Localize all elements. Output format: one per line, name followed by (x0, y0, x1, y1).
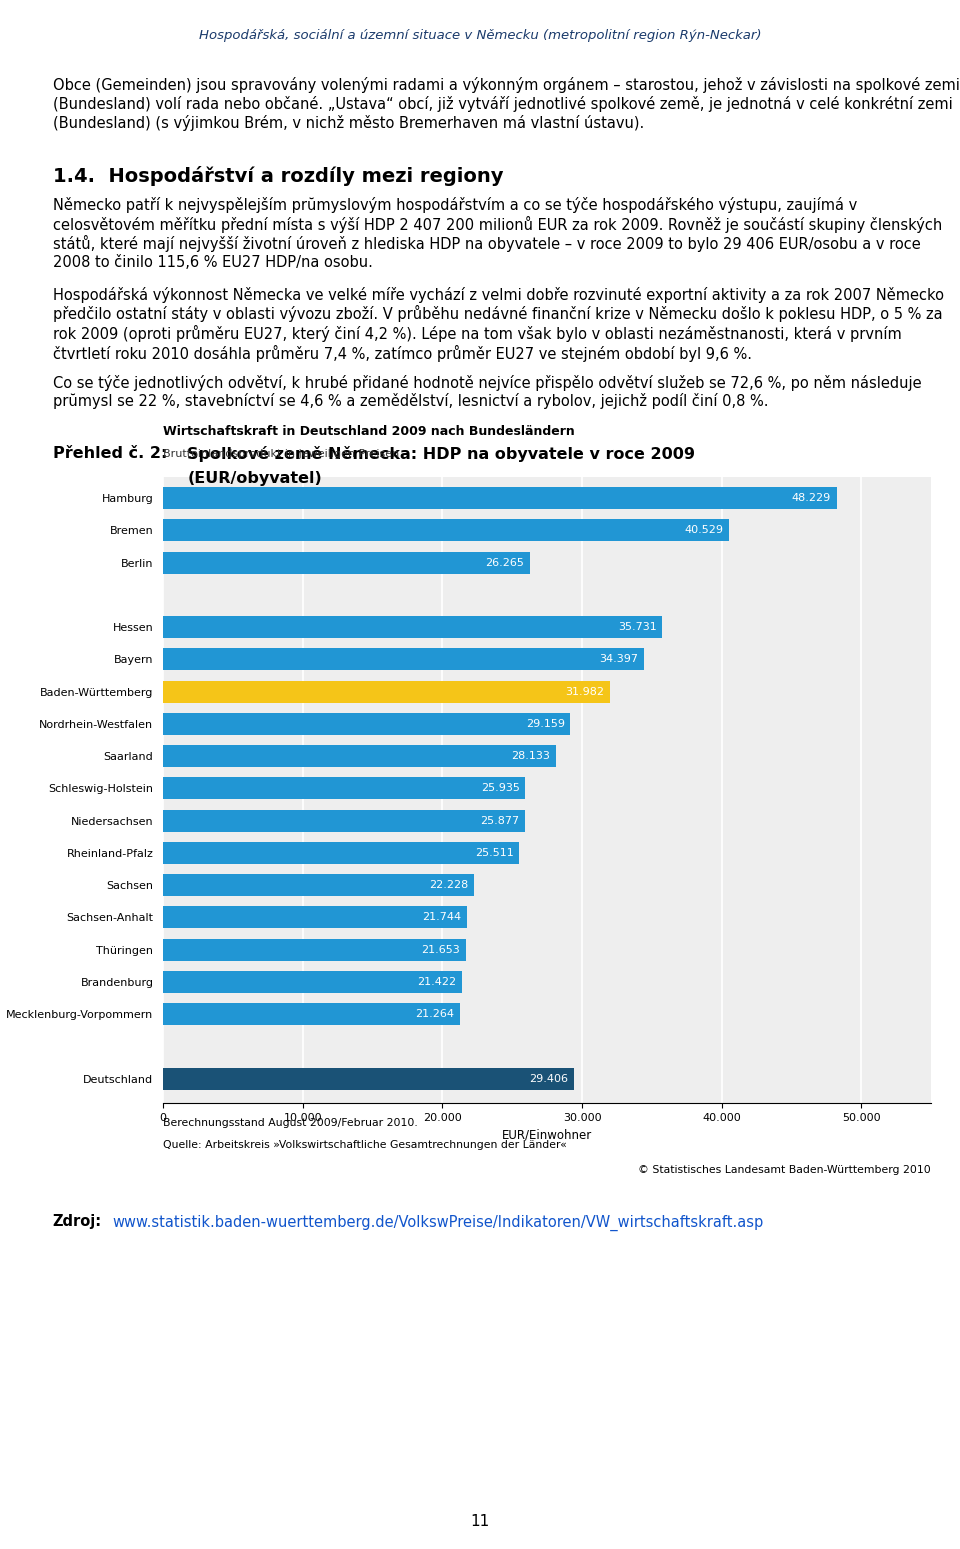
Text: 31.982: 31.982 (565, 686, 604, 697)
Bar (163, 843, 519, 864)
Text: Německo patří k nejvyspělejším prŭmyslovým hospodářstvím a co se týče hospodářsk: Německo patří k nejvyspělejším prŭmyslov… (53, 197, 942, 270)
Text: Bruttoinlandsprodukt in jeweiligen Preisen: Bruttoinlandsprodukt in jeweiligen Preis… (163, 449, 399, 459)
Text: 26.265: 26.265 (486, 558, 524, 567)
Text: 1.4.  Hospodářství a rozdíly mezi regiony: 1.4. Hospodářství a rozdíly mezi regiony (53, 166, 503, 186)
Bar (163, 649, 643, 671)
Text: 40.529: 40.529 (684, 525, 724, 536)
Bar (163, 810, 524, 832)
Text: Co se týče jednotlivých odvětví, k hrubé přidané hodnotě nejvíce přispělo odvětv: Co se týče jednotlivých odvětví, k hrubé… (53, 375, 922, 409)
Text: (EUR/obyvatel): (EUR/obyvatel) (187, 471, 322, 486)
Text: 11: 11 (470, 1513, 490, 1529)
Bar (163, 551, 530, 573)
Bar (163, 745, 556, 767)
Bar (163, 1067, 574, 1089)
Bar (163, 519, 730, 541)
Text: Wirtschaftskraft in Deutschland 2009 nach Bundesländern: Wirtschaftskraft in Deutschland 2009 nac… (163, 426, 575, 438)
Bar (163, 778, 525, 799)
Text: 34.397: 34.397 (599, 654, 638, 665)
Bar (163, 486, 837, 510)
Bar (163, 906, 467, 928)
Bar (163, 713, 570, 734)
Bar (163, 617, 662, 638)
Text: 35.731: 35.731 (618, 623, 657, 632)
Bar (163, 1004, 460, 1025)
Text: © Statistisches Landesamt Baden-Württemberg 2010: © Statistisches Landesamt Baden-Württemb… (638, 1165, 931, 1174)
Bar (163, 939, 466, 960)
Text: 21.744: 21.744 (422, 912, 461, 922)
Text: www.statistik.baden-wuerttemberg.de/VolkswPreise/Indikatoren/VW_wirtschaftskraft: www.statistik.baden-wuerttemberg.de/Volk… (112, 1214, 763, 1230)
Bar (163, 971, 463, 993)
Text: 28.133: 28.133 (512, 751, 550, 761)
Text: Quelle: Arbeitskreis »Volkswirtschaftliche Gesamtrechnungen der Länder«: Quelle: Arbeitskreis »Volkswirtschaftlic… (163, 1140, 567, 1149)
Text: Přehled č. 2:: Přehled č. 2: (53, 446, 167, 462)
X-axis label: EUR/Einwohner: EUR/Einwohner (502, 1128, 592, 1142)
Text: Berechnungsstand August 2009/Februar 2010.: Berechnungsstand August 2009/Februar 201… (163, 1118, 418, 1128)
Text: 22.228: 22.228 (429, 880, 468, 891)
Bar (163, 680, 610, 703)
Text: Spolkové země Německa: HDP na obyvatele v roce 2009: Spolkové země Německa: HDP na obyvatele … (187, 446, 695, 462)
Text: 25.935: 25.935 (481, 784, 519, 793)
Text: Hospodářská výkonnost Německa ve velké míře vychází z velmi dobře rozvinuté expo: Hospodářská výkonnost Německa ve velké m… (53, 287, 944, 362)
Text: 25.877: 25.877 (480, 816, 519, 826)
Bar (163, 874, 473, 897)
Text: 21.653: 21.653 (421, 945, 460, 954)
Text: 21.264: 21.264 (416, 1010, 454, 1019)
Text: 25.511: 25.511 (475, 847, 514, 858)
Text: 48.229: 48.229 (792, 493, 831, 503)
Text: 21.422: 21.422 (418, 977, 457, 987)
Text: Hospodářská, sociální a územní situace v Německu (metropolitní region Rýn-Neckar: Hospodářská, sociální a územní situace v… (199, 29, 761, 42)
Text: 29.406: 29.406 (529, 1073, 568, 1084)
Text: Obce (Gemeinden) jsou spravovány volenými radami a výkonným orgánem – starostou,: Obce (Gemeinden) jsou spravovány voleným… (53, 77, 960, 130)
Text: Zdroj:: Zdroj: (53, 1214, 102, 1230)
Text: 29.159: 29.159 (526, 719, 564, 730)
